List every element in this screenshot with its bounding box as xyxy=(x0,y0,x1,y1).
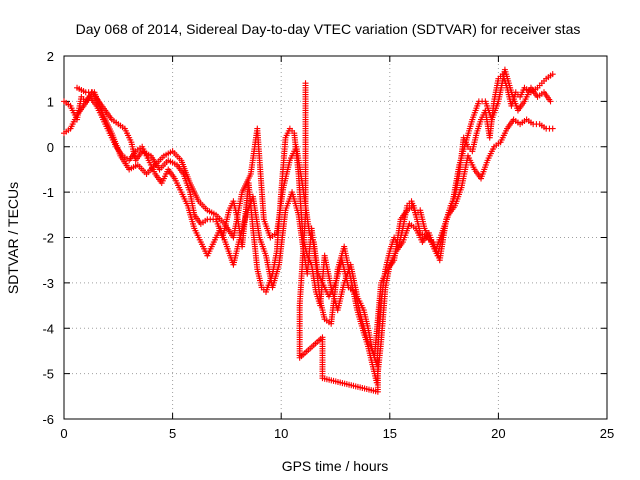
y-tick-label: -3 xyxy=(42,276,54,291)
grid xyxy=(64,56,607,419)
x-tick-labels: 0 5 10 15 20 25 xyxy=(60,426,614,441)
x-tick-label: 25 xyxy=(600,426,614,441)
y-tick-label: 2 xyxy=(47,49,54,64)
x-tick-label: 5 xyxy=(169,426,176,441)
plot-frame xyxy=(63,55,608,420)
y-tick-label: -2 xyxy=(42,231,54,246)
y-tick-labels: -6 -5 -4 -3 -2 -1 0 1 2 xyxy=(42,49,54,427)
data-point xyxy=(374,357,381,364)
axis-ticks xyxy=(63,55,608,420)
data-points xyxy=(61,66,556,395)
x-axis-label: GPS time / hours xyxy=(282,458,389,474)
x-tick-label: 0 xyxy=(60,426,67,441)
chart-title: Day 068 of 2014, Sidereal Day-to-day VTE… xyxy=(76,21,581,37)
y-tick-label: -6 xyxy=(42,412,54,427)
y-tick-label: 1 xyxy=(47,94,54,109)
x-tick-label: 15 xyxy=(383,426,397,441)
y-tick-label: -1 xyxy=(42,185,54,200)
data-point xyxy=(549,71,556,78)
data-point xyxy=(547,98,554,105)
data-point xyxy=(549,125,556,132)
y-tick-label: 0 xyxy=(47,140,54,155)
y-tick-label: -4 xyxy=(42,321,54,336)
y-tick-label: -5 xyxy=(42,367,54,382)
x-tick-label: 10 xyxy=(274,426,288,441)
x-tick-label: 20 xyxy=(491,426,505,441)
y-axis-label: SDTVAR / TECUs xyxy=(5,182,21,294)
